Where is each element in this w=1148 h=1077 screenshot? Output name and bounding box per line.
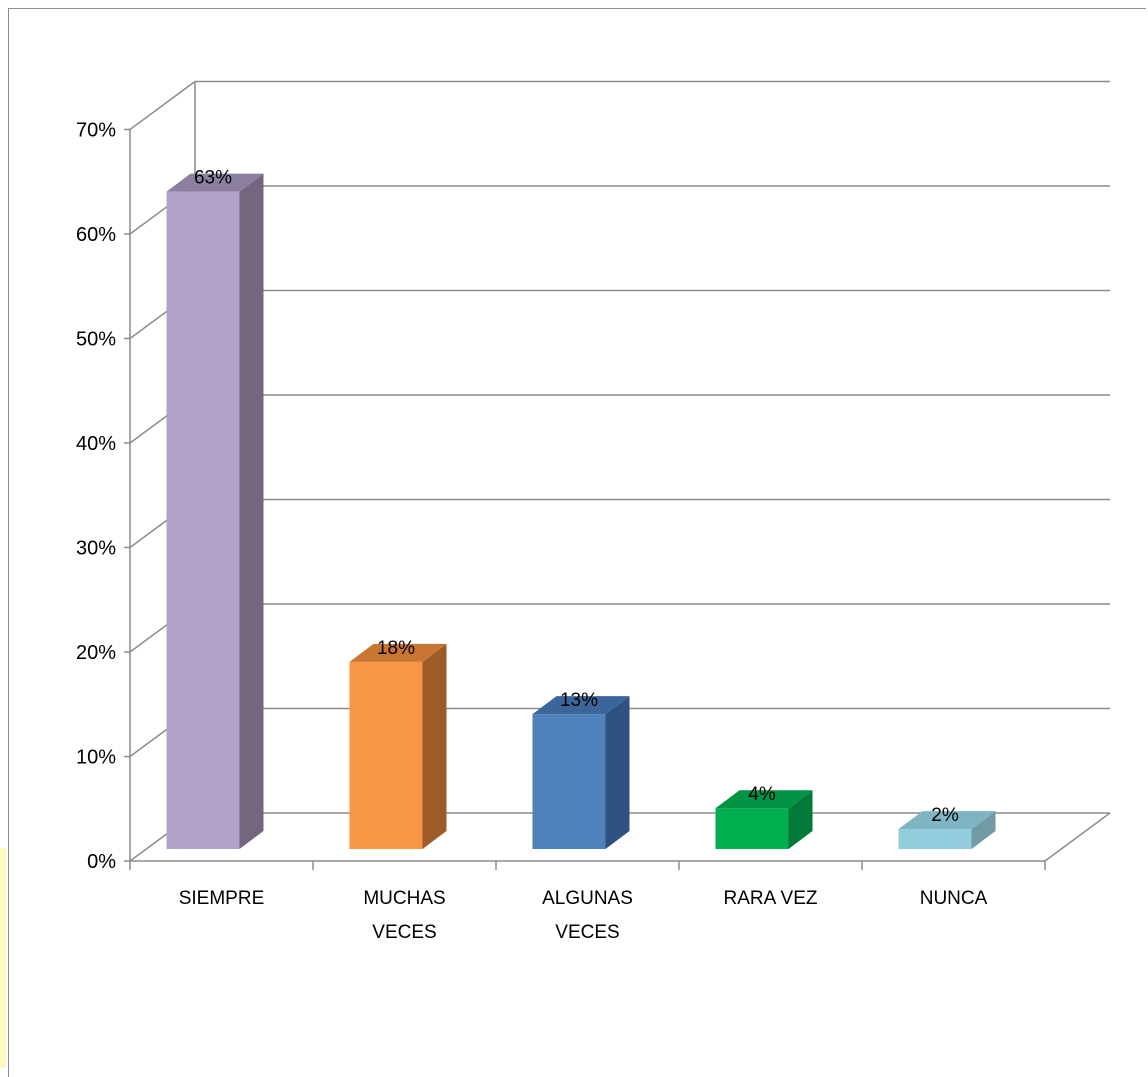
bar-top bbox=[349, 643, 447, 662]
bar bbox=[166, 191, 240, 849]
bar-side bbox=[422, 643, 447, 849]
bar-top bbox=[898, 811, 996, 830]
bar-top bbox=[532, 696, 630, 715]
x-category-label: MUCHAS bbox=[363, 888, 445, 909]
bar-top bbox=[166, 173, 264, 192]
data-label: 18% bbox=[377, 638, 415, 659]
bar bbox=[532, 714, 606, 849]
x-category-label: NUNCA bbox=[920, 888, 988, 909]
x-category-label: RARA VEZ bbox=[724, 888, 818, 909]
bar-side bbox=[971, 811, 996, 849]
y-tick-label: 50% bbox=[76, 329, 116, 351]
bar-side bbox=[788, 790, 813, 849]
y-tick-label: 20% bbox=[76, 642, 116, 664]
y-tick-label: 40% bbox=[76, 433, 116, 455]
x-category-label: VECES bbox=[372, 922, 436, 943]
y-tick-label: 0% bbox=[87, 851, 116, 873]
floor-right-edge bbox=[1044, 812, 1111, 862]
x-category-label: VECES bbox=[555, 922, 619, 943]
data-label: 2% bbox=[931, 805, 959, 826]
x-category-label: ALGUNAS bbox=[542, 888, 633, 909]
bar bbox=[898, 829, 972, 849]
y-tick-label: 60% bbox=[76, 224, 116, 246]
bar-side bbox=[605, 696, 630, 849]
x-category-label: SIEMPRE bbox=[179, 888, 265, 909]
y-tick-label: 30% bbox=[76, 538, 116, 560]
edge-highlight bbox=[0, 848, 6, 1068]
data-label: 13% bbox=[560, 690, 598, 711]
gridline-diagonal bbox=[129, 80, 196, 131]
y-tick-label: 10% bbox=[76, 747, 116, 769]
bar-side bbox=[239, 173, 264, 849]
bar bbox=[349, 661, 423, 849]
bar bbox=[715, 808, 789, 849]
bar-top bbox=[715, 790, 813, 809]
data-label: 63% bbox=[194, 168, 232, 189]
y-tick-label: 70% bbox=[76, 120, 116, 142]
data-label: 4% bbox=[748, 784, 776, 805]
